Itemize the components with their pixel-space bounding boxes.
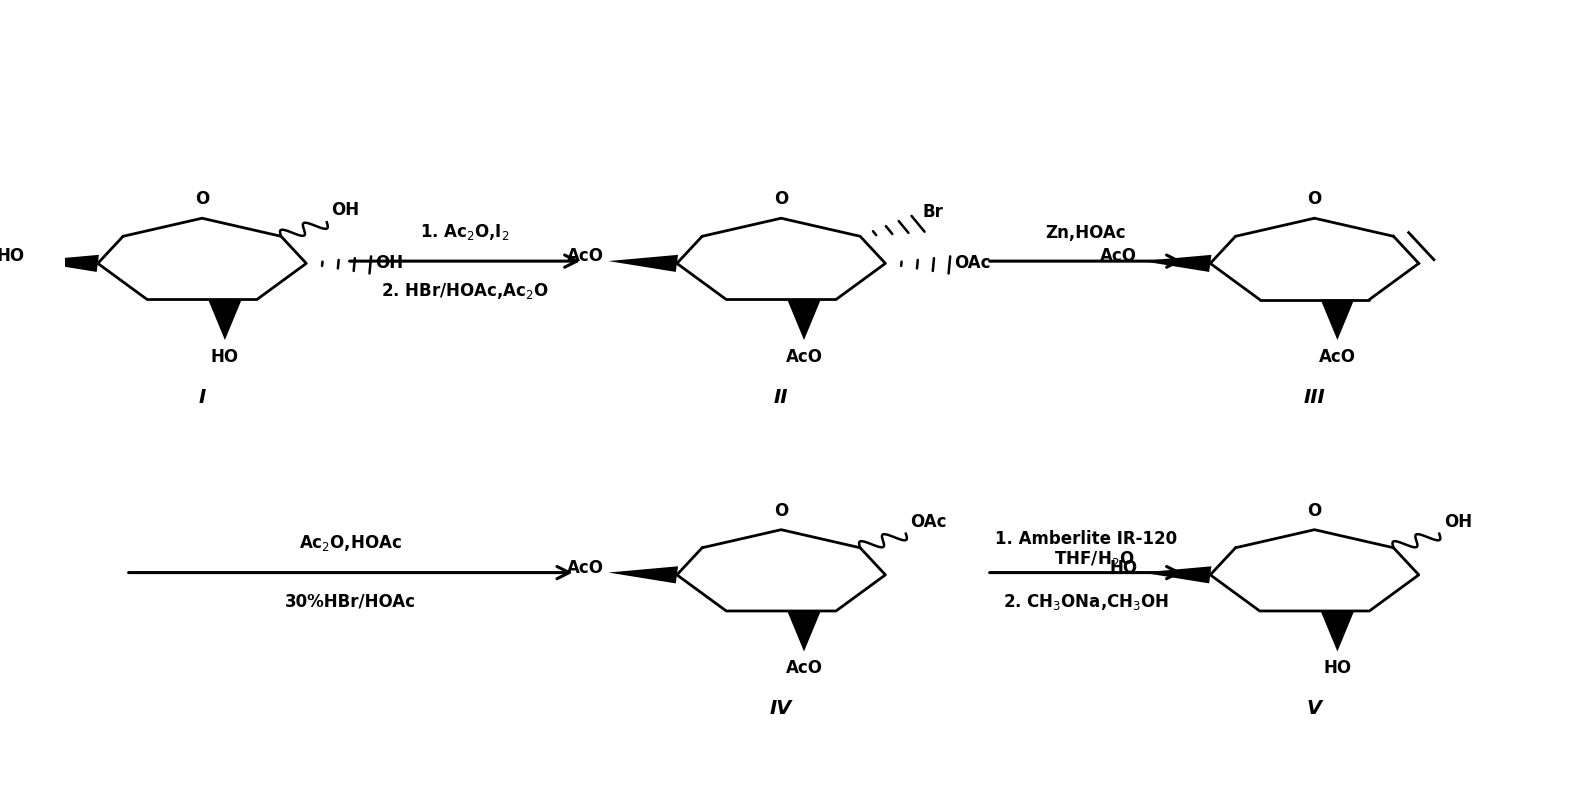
Text: HO: HO — [0, 247, 24, 265]
Polygon shape — [787, 300, 820, 340]
Polygon shape — [209, 300, 242, 340]
Text: AcO: AcO — [1101, 247, 1137, 265]
Text: O: O — [1308, 190, 1322, 208]
Text: O: O — [774, 501, 789, 519]
Text: O: O — [194, 190, 209, 208]
Text: 30%HBr/HOAc: 30%HBr/HOAc — [285, 592, 416, 610]
Text: 2. CH$_3$ONa,CH$_3$OH: 2. CH$_3$ONa,CH$_3$OH — [1004, 592, 1169, 612]
Text: II: II — [774, 388, 789, 407]
Text: Zn,HOAc: Zn,HOAc — [1045, 224, 1126, 242]
Text: AcO: AcO — [785, 348, 822, 366]
Text: O: O — [1308, 501, 1322, 519]
Text: OH: OH — [374, 254, 403, 272]
Text: OH: OH — [1443, 512, 1472, 530]
Polygon shape — [1142, 567, 1211, 583]
Text: OAc: OAc — [911, 512, 946, 530]
Text: V: V — [1306, 700, 1322, 719]
Text: AcO: AcO — [567, 559, 604, 577]
Text: 1. Ac$_2$O,I$_2$: 1. Ac$_2$O,I$_2$ — [421, 222, 510, 242]
Text: AcO: AcO — [567, 247, 604, 265]
Polygon shape — [1321, 611, 1354, 652]
Polygon shape — [29, 255, 99, 272]
Polygon shape — [787, 611, 820, 652]
Text: O: O — [774, 190, 789, 208]
Text: I: I — [199, 388, 205, 407]
Text: OAc: OAc — [954, 254, 991, 272]
Polygon shape — [609, 567, 679, 583]
Text: IV: IV — [769, 700, 792, 719]
Text: AcO: AcO — [1319, 348, 1356, 366]
Text: Br: Br — [922, 203, 943, 220]
Text: Ac$_2$O,HOAc: Ac$_2$O,HOAc — [299, 533, 401, 553]
Polygon shape — [1142, 255, 1211, 272]
Text: 2. HBr/HOAc,Ac$_2$O: 2. HBr/HOAc,Ac$_2$O — [381, 281, 550, 301]
Text: III: III — [1303, 388, 1325, 407]
Text: THF/H$_2$O: THF/H$_2$O — [1037, 549, 1134, 569]
Text: OH: OH — [331, 201, 360, 219]
Polygon shape — [1321, 300, 1354, 340]
Text: 1. Amberlite IR-120: 1. Amberlite IR-120 — [996, 530, 1177, 548]
Text: HO: HO — [1109, 559, 1137, 577]
Polygon shape — [609, 255, 679, 272]
Text: HO: HO — [1324, 660, 1351, 678]
Text: HO: HO — [210, 348, 239, 366]
Text: AcO: AcO — [785, 660, 822, 678]
